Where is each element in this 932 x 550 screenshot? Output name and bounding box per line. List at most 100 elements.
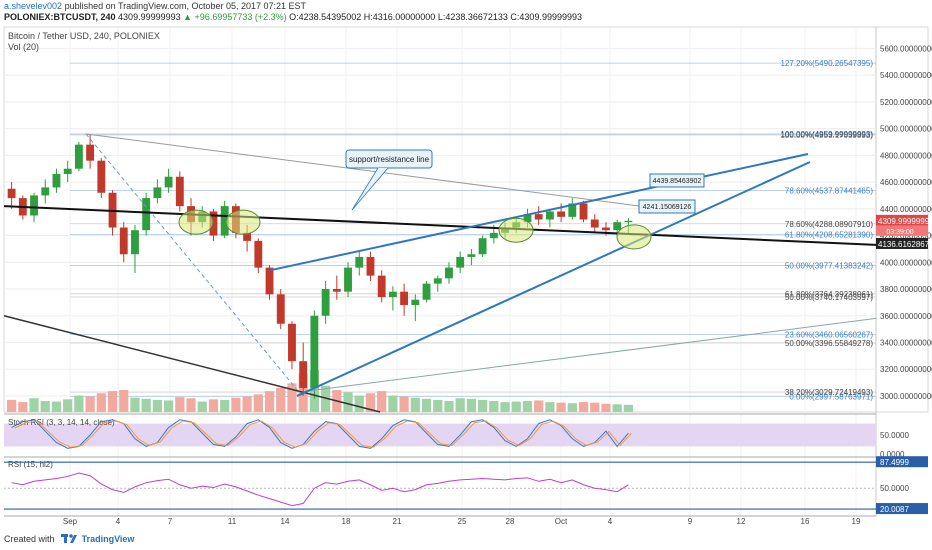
y-tick-label: 4600.00000000 (880, 178, 932, 187)
fib-level-label: 50.00%(3396.55849278) (785, 339, 873, 348)
candle-body (579, 203, 588, 220)
volume-bar (7, 399, 17, 412)
volume-bar (623, 404, 633, 412)
lower-channel-line (296, 161, 811, 397)
volume-bar (388, 395, 398, 412)
volume-bar (601, 403, 611, 412)
volume-bar (556, 402, 566, 412)
volume-bar (220, 399, 230, 412)
fib-level-label: 100.00%(4959.99999993) (780, 130, 873, 139)
fib-level-label: 23.60%(3460.06560267) (785, 330, 873, 339)
value-tag-a (649, 173, 705, 188)
last-price: 4309.99999993 (118, 12, 181, 22)
candle-body (388, 291, 397, 298)
y-tick-label: 4200.00000000 (880, 232, 932, 241)
countdown-text: 03:39:00 (886, 229, 913, 236)
volume-bar (74, 395, 84, 412)
candle-body (456, 256, 465, 268)
x-tick-label: 12 (737, 517, 746, 526)
fib-level-label: 50.00%(3977.41383242) (785, 261, 873, 270)
candle-body (478, 238, 487, 255)
volume-bar (343, 392, 353, 412)
candle-body (332, 289, 341, 292)
volume-bar (264, 391, 275, 412)
upper-channel-line (269, 153, 809, 272)
candle-body (164, 176, 173, 188)
candle-body (445, 267, 453, 279)
highlight-ellipse (225, 209, 261, 235)
volume-bar (85, 396, 95, 412)
y-tick-label: 3600.00000000 (880, 312, 932, 321)
volume-bar (29, 398, 39, 412)
volume-bar (410, 397, 420, 412)
y-tick-label: 5200.00000000 (880, 98, 932, 107)
candle-body (63, 168, 72, 175)
y-tick-label: 4800.00000000 (880, 151, 932, 160)
y-tick-label: 5400.00000000 (880, 71, 932, 80)
volume-bar (40, 401, 50, 412)
rsi-line (11, 472, 629, 507)
volume-bar (522, 401, 533, 412)
symbol-info: POLONIEX:BTCUSDT, 240 4309.99999993 ▲ +9… (4, 12, 582, 22)
volume-bar (63, 399, 73, 412)
rsi-tick-label: 87.4999 (880, 458, 909, 467)
candle-body (489, 232, 498, 239)
x-tick-label: 7 (168, 517, 173, 526)
close-value: C:4309.99999993 (510, 12, 582, 22)
x-tick-label: 19 (852, 517, 861, 526)
fib-level-label: 38.20%(3029.72419493) (785, 388, 873, 397)
rsi-tick-label: 20.0087 (880, 505, 909, 514)
highlight-ellipse (616, 224, 652, 250)
fib-level-label: 61.80%(3764.39238061) (785, 290, 873, 299)
volume-bar (511, 401, 521, 412)
high-value: H:4316.00000000 (363, 12, 436, 22)
candle-body (52, 174, 61, 188)
value-tag-b-text: 4241.15069126 (643, 204, 692, 211)
fib-level-label: 78.60%(4537.87441465) (785, 186, 873, 195)
volume-bar (197, 401, 207, 412)
y-tick-label: 3400.00000000 (880, 338, 932, 347)
volume-bar (489, 401, 499, 412)
volume-bar (567, 403, 577, 412)
volume-bar (444, 401, 454, 412)
stoch-k-line (11, 419, 629, 449)
volume-bar (534, 400, 544, 412)
volume-bar (119, 390, 129, 412)
x-tick-label: Sep (63, 517, 78, 526)
black-downtrend-line (3, 315, 381, 413)
candle-body (220, 206, 229, 236)
volume-bar (130, 397, 140, 412)
volume-label: Vol (20) (8, 42, 40, 52)
candle-body (209, 211, 218, 236)
volume-bar (578, 402, 589, 412)
candle-body (310, 315, 319, 388)
volume-bar (478, 399, 488, 412)
y-tick-label: 3800.00000000 (880, 285, 932, 294)
volume-bar (186, 398, 196, 412)
volume-bar (231, 397, 241, 412)
highlight-ellipse (498, 217, 534, 243)
created-with-text: Created with (4, 534, 55, 544)
dashed-fib-line (85, 133, 301, 394)
candle-body (590, 219, 599, 228)
candle-body (624, 220, 633, 223)
x-tick-label: 16 (801, 517, 810, 526)
volume-bar (152, 399, 162, 412)
candle-body (467, 254, 476, 257)
tradingview-brand[interactable]: TradingView (81, 534, 135, 544)
candle-body (433, 278, 442, 284)
volume-bar (51, 401, 62, 412)
y-tick-label: 3200.00000000 (880, 365, 932, 374)
candle-body (613, 222, 622, 231)
volume-bar (242, 396, 252, 412)
author-link[interactable]: a.shevelev002 (4, 1, 63, 11)
candle-body (321, 289, 330, 316)
y-tick-label: 3000.00000000 (880, 392, 932, 401)
stoch-d-line (14, 420, 632, 448)
x-tick-label: 14 (281, 517, 290, 526)
fib-level-label: 0.00%(2997.58763971) (789, 392, 873, 401)
y-tick-label: 5000.00000000 (880, 125, 932, 134)
footer: Created with TradingView (4, 534, 134, 544)
volume-bar (377, 391, 387, 412)
